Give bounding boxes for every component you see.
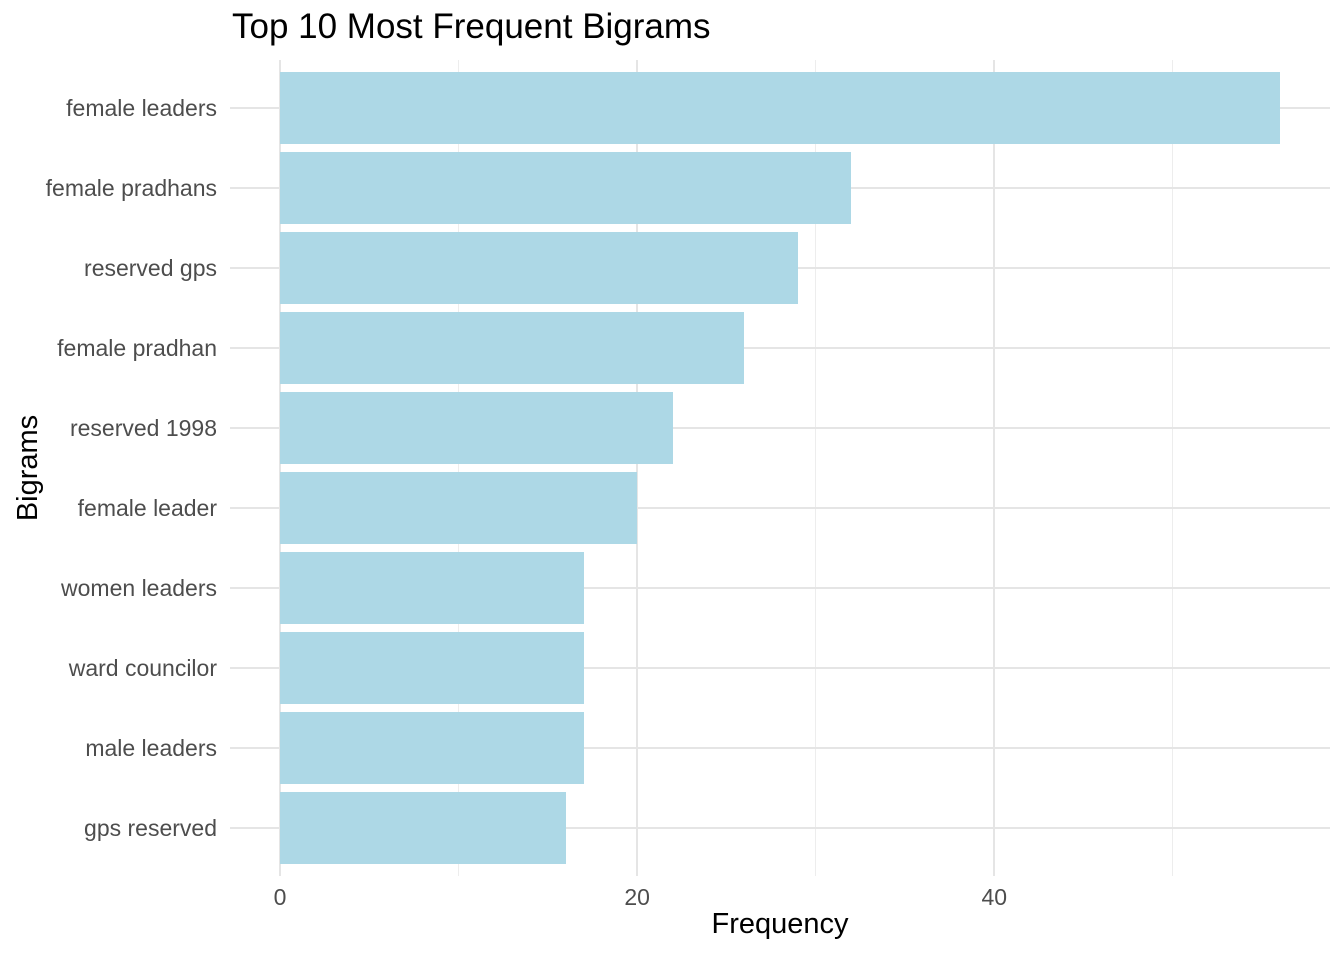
bar (280, 472, 638, 544)
y-tick-label: female leaders (66, 95, 217, 121)
y-tick-label: ward councilor (68, 655, 217, 681)
gridline-horizontal (230, 747, 1330, 749)
bar (280, 632, 584, 704)
chart-title: Top 10 Most Frequent Bigrams (232, 7, 711, 46)
y-tick-label: gps reserved (84, 815, 217, 841)
gridline-horizontal (230, 667, 1330, 669)
y-tick-label: female pradhan (57, 335, 217, 361)
gridline-horizontal (230, 427, 1330, 429)
x-tick-label: 0 (273, 884, 287, 910)
bar (280, 72, 1280, 144)
x-tick-label: 40 (981, 884, 1008, 910)
y-tick-label: female pradhans (45, 175, 217, 201)
gridline-major-vertical (993, 60, 996, 876)
x-tick-label: 20 (624, 884, 650, 910)
bar (280, 392, 673, 464)
y-tick-label: male leaders (85, 735, 217, 761)
gridline-horizontal (230, 507, 1330, 509)
gridline-minor-vertical (1172, 60, 1174, 876)
bar (280, 792, 566, 864)
gridline-horizontal (230, 827, 1330, 829)
y-tick-label: female leader (77, 495, 217, 521)
gridline-minor-vertical (458, 60, 460, 876)
bar (280, 232, 798, 304)
gridline-minor-vertical (815, 60, 817, 876)
bar (280, 152, 852, 224)
bar (280, 712, 584, 784)
y-tick-label: reserved gps (84, 255, 217, 281)
gridline-major-vertical (279, 60, 281, 876)
gridline-horizontal (230, 347, 1330, 349)
y-axis-title: Bigrams (12, 414, 44, 522)
bar (280, 552, 584, 624)
y-tick-label: reserved 1998 (69, 415, 217, 441)
bar (280, 312, 745, 384)
plot-panel (230, 60, 1330, 876)
gridline-major-vertical (636, 60, 639, 876)
y-tick-label: women leaders (61, 575, 217, 601)
x-axis-title: Frequency (711, 908, 849, 940)
gridline-horizontal (230, 587, 1330, 589)
